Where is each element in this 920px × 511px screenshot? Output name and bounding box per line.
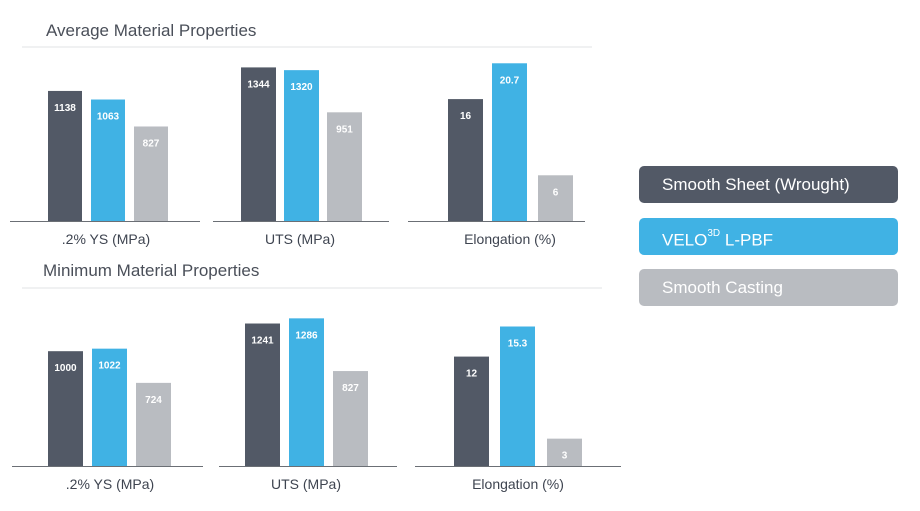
min-elongation-value-lpbf: 15.3 xyxy=(508,339,528,350)
minimum-properties-panel: Minimum Material Properties 1000 1022 724.… xyxy=(12,261,621,492)
min-ys-value-lpbf: 1022 xyxy=(98,361,121,372)
avg-uts-bar-casting xyxy=(327,112,362,221)
avg-uts-category-label: UTS (MPa) xyxy=(265,231,335,247)
avg-uts-value-wrought: 1344 xyxy=(247,79,270,90)
min-ys-value-casting: 724 xyxy=(145,395,162,406)
min-uts-value-casting: 827 xyxy=(342,383,359,394)
minimum-properties-title: Minimum Material Properties xyxy=(43,261,259,280)
min-elongation-bar-casting xyxy=(547,438,582,466)
avg-uts-value-lpbf: 1320 xyxy=(290,82,313,93)
avg-elongation-category-label: Elongation (%) xyxy=(464,231,556,247)
min-ys-bar-wrought xyxy=(48,351,83,466)
legend-item-wrought: Smooth Sheet (Wrought) xyxy=(639,166,898,203)
min-uts-value-wrought: 1241 xyxy=(251,336,274,347)
min-ys-value-wrought: 1000 xyxy=(54,363,77,374)
min-elongation-bar-lpbf xyxy=(500,326,535,466)
avg-elongation-value-lpbf: 20.7 xyxy=(500,75,520,86)
min-uts-bar-lpbf xyxy=(289,318,324,466)
legend-item-casting: Smooth Casting xyxy=(639,269,898,306)
avg-uts-bar-wrought xyxy=(241,67,276,222)
avg-ys-bar-wrought xyxy=(48,90,82,221)
min-ys-category-label: .2% YS (MPa) xyxy=(66,476,154,492)
avg-elongation-bar-wrought xyxy=(448,99,483,221)
avg-elongation-bar-lpbf xyxy=(492,63,527,222)
avg-ys-bar-casting xyxy=(134,126,168,221)
min-uts-bar-casting xyxy=(333,371,368,466)
average-properties-panel: Average Material Properties 1138 1063 827.… xyxy=(10,21,592,247)
min-ys-bar-casting xyxy=(136,382,171,466)
min-ys-bar-lpbf xyxy=(92,348,127,466)
min-elongation-value-wrought: 12 xyxy=(466,369,478,380)
avg-elongation-value-casting: 6 xyxy=(553,187,559,198)
average-properties-title: Average Material Properties xyxy=(46,21,256,40)
min-uts-value-lpbf: 1286 xyxy=(295,330,318,341)
legend-label-lpbf-post: L-PBF xyxy=(720,230,774,250)
min-elongation-value-casting: 3 xyxy=(562,451,568,462)
avg-ys-category-label: .2% YS (MPa) xyxy=(62,231,150,247)
min-elongation-category-label: Elongation (%) xyxy=(472,476,564,492)
avg-ys-value-lpbf: 1063 xyxy=(97,112,120,123)
avg-ys-value-wrought: 1138 xyxy=(54,103,76,114)
min-uts-category-label: UTS (MPa) xyxy=(271,476,341,492)
legend-label-lpbf-sup: 3D xyxy=(707,228,721,239)
avg-elongation-value-wrought: 16 xyxy=(460,111,472,122)
legend-label-casting: Smooth Casting xyxy=(662,278,783,297)
avg-uts-bar-lpbf xyxy=(284,70,319,222)
avg-elongation-bar-casting xyxy=(538,175,573,221)
min-uts-bar-wrought xyxy=(245,323,280,466)
avg-ys-bar-lpbf xyxy=(91,99,125,221)
avg-uts-value-casting: 951 xyxy=(336,124,353,135)
min-elongation-bar-wrought xyxy=(454,356,489,466)
legend-label-wrought: Smooth Sheet (Wrought) xyxy=(662,175,850,194)
avg-ys-value-casting: 827 xyxy=(143,138,160,149)
legend-item-lpbf: VELO3D L-PBF xyxy=(639,218,898,255)
legend-label-lpbf-pre: VELO xyxy=(662,230,708,250)
